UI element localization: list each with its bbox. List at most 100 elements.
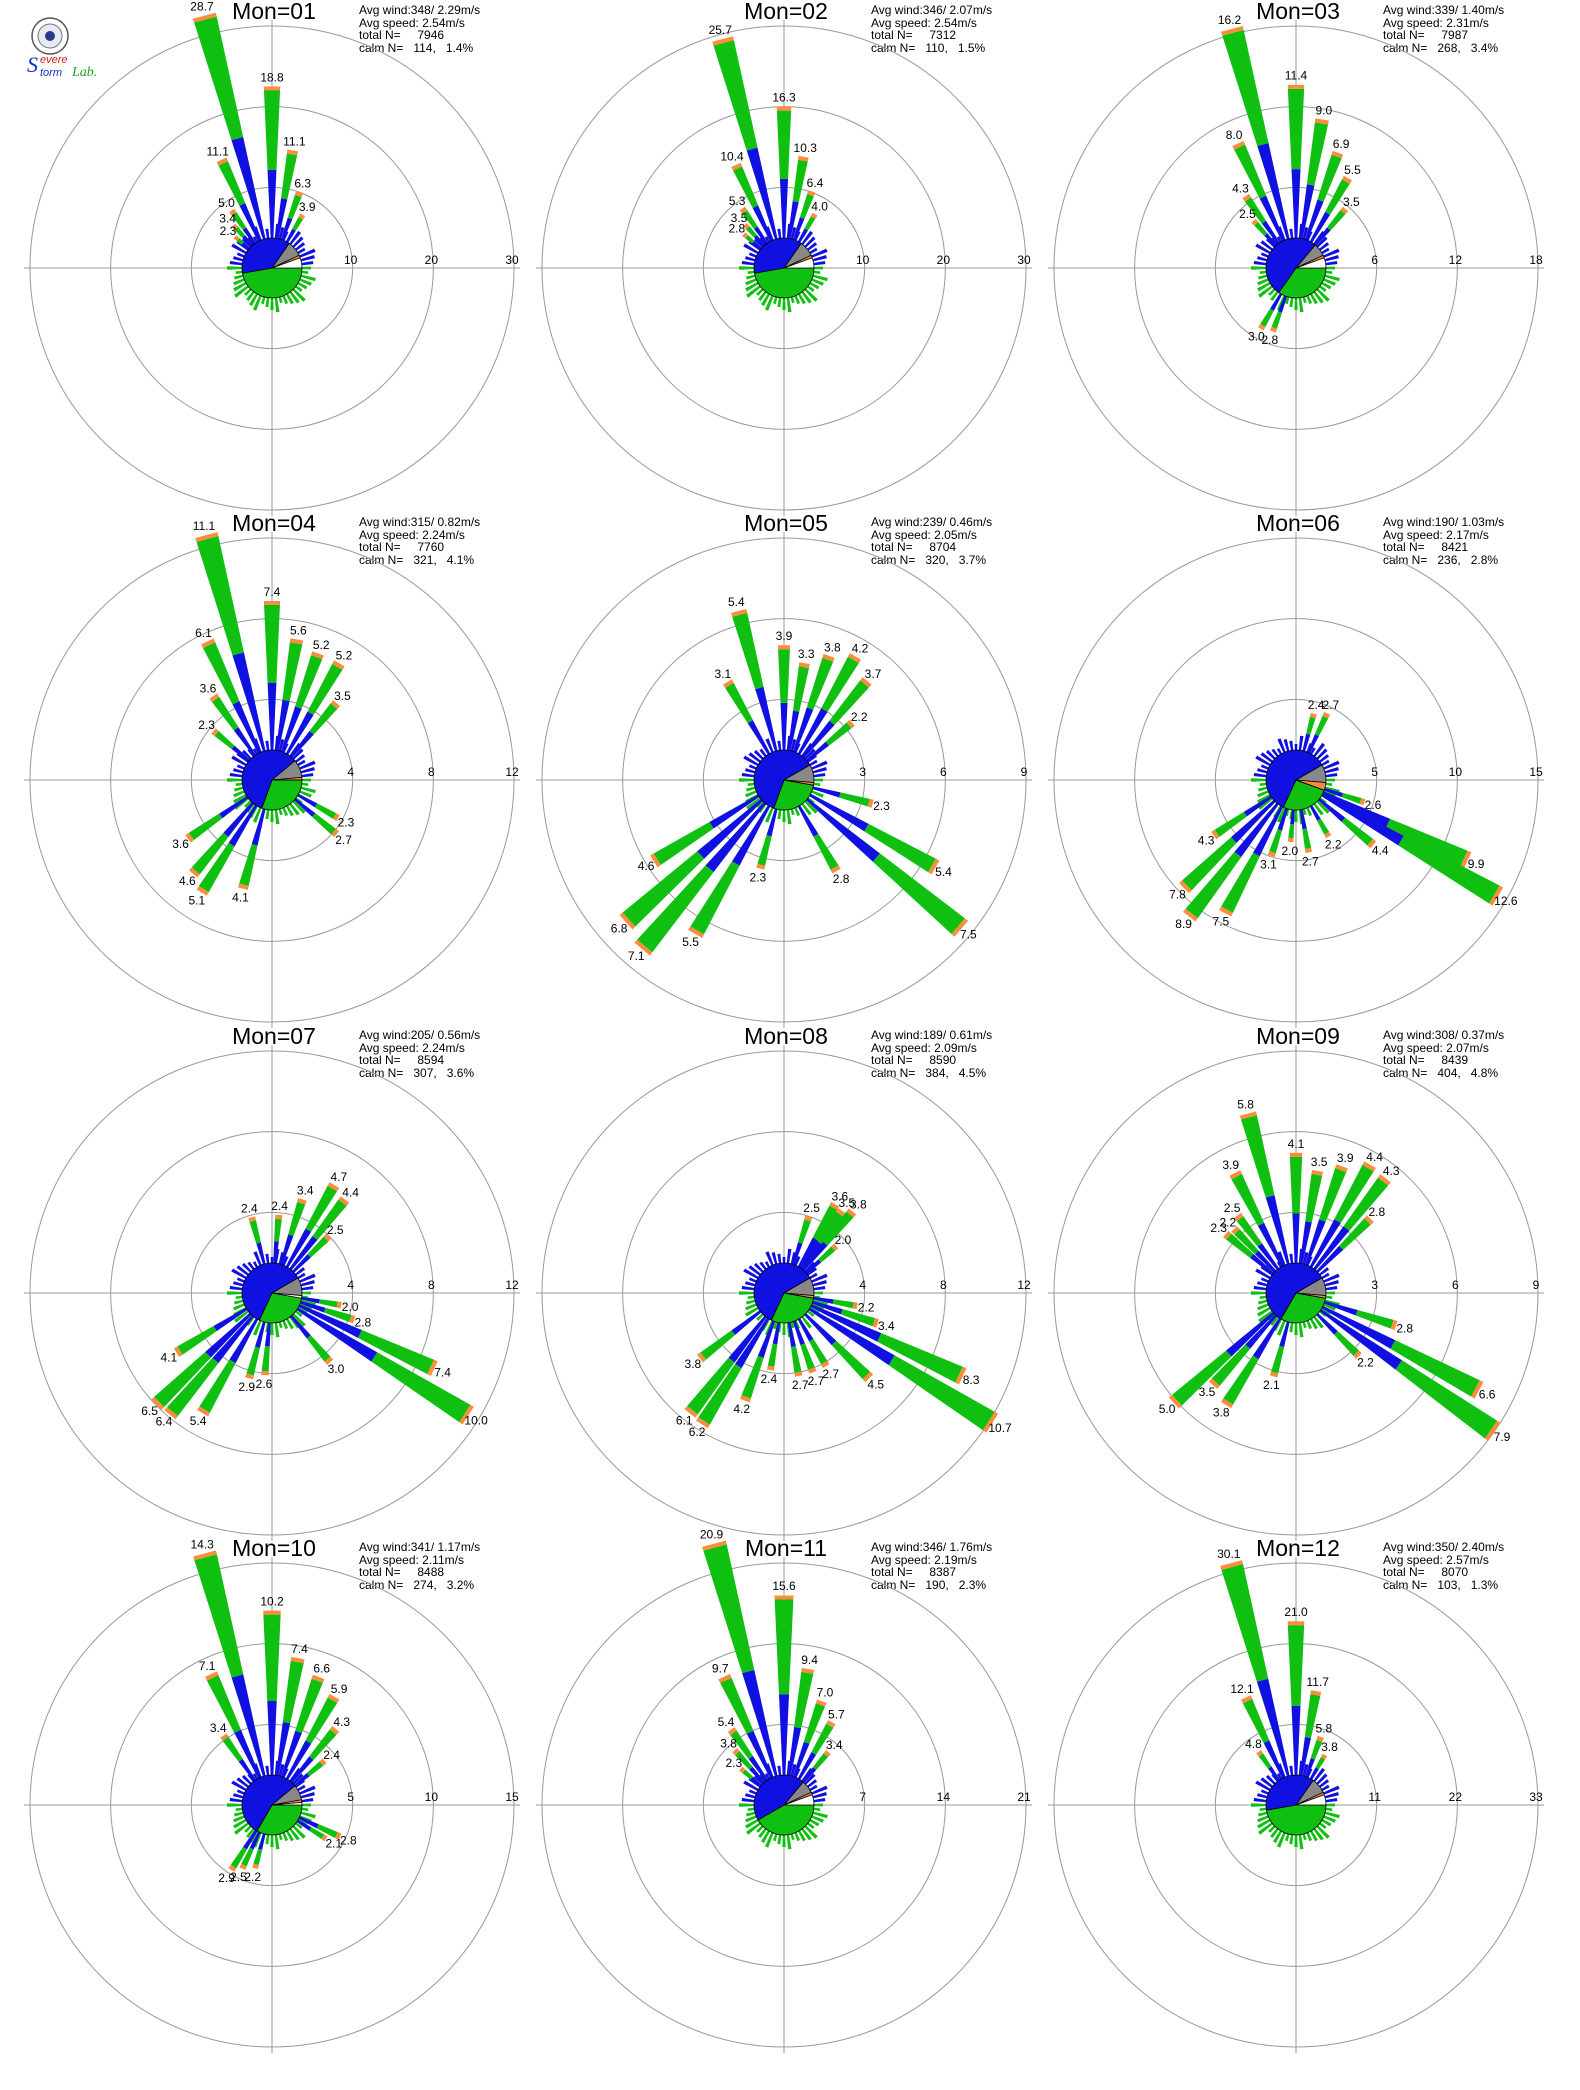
rose-plot: 10 20 30 28.7 18.8 11.1 11.1 5.0 6.3 3.9 3.42.3	[24, 0, 520, 516]
minor-bar	[790, 808, 795, 816]
bar-blue-segment	[1253, 805, 1284, 857]
minor-bar	[1289, 1253, 1294, 1264]
minor-bar	[782, 297, 786, 310]
minor-bar	[265, 1765, 270, 1776]
bar-orange-tip	[830, 865, 841, 874]
bar-green-segment	[767, 1343, 778, 1367]
minor-bar	[801, 1828, 812, 1841]
bar-blue-segment	[289, 1235, 318, 1271]
minor-bar	[807, 1779, 818, 1788]
bar-blue-segment	[1279, 1321, 1290, 1348]
bar-value-label: 2.2	[1325, 838, 1342, 852]
bar-value-label: 5.4	[190, 1414, 207, 1428]
minor-bar	[1276, 748, 1283, 755]
minor-bar	[1321, 1818, 1332, 1827]
stats-line: Avg wind:346/ 1.76m/s	[871, 1540, 993, 1554]
bar-green-segment	[1341, 817, 1374, 846]
bar-orange-tip	[732, 1747, 740, 1756]
bar-value-label: 3.1	[714, 667, 731, 681]
bar-value-label: 4.4	[1366, 1150, 1383, 1164]
bar-orange-tip	[1362, 1161, 1376, 1172]
bar-orange-tip	[1390, 1319, 1398, 1331]
bar-green-segment	[263, 1614, 281, 1702]
bar-green-segment	[1271, 1345, 1285, 1374]
ring-tick-label: 21	[1017, 1790, 1031, 1804]
stats-line: Avg wind:350/ 2.40m/s	[1383, 1540, 1505, 1554]
wind-stats: Avg wind:205/ 0.56m/s Avg speed: 2.24m/s t…	[359, 1029, 480, 1079]
bar-blue-segment	[1243, 795, 1272, 817]
bar-orange-tip	[245, 1373, 254, 1380]
minor-bar	[758, 291, 767, 302]
minor-bar	[804, 288, 818, 302]
bar-green-segment	[742, 209, 758, 229]
bar-blue-segment	[747, 720, 771, 755]
ring-tick-label: 20	[425, 253, 439, 267]
bar-orange-tip	[872, 1318, 880, 1328]
pie-blue	[753, 237, 802, 274]
bar-green-segment	[829, 680, 869, 725]
minor-bar	[292, 1825, 306, 1839]
stats-line: total N= 8070	[1383, 1565, 1469, 1579]
pie-calm	[783, 1292, 814, 1299]
bar-value-label: 3.5	[1343, 195, 1360, 209]
stats-line: total N= 8439	[1383, 1053, 1469, 1067]
bar-green-segment	[236, 237, 244, 245]
bar-orange-tip	[349, 1314, 356, 1324]
minor-bar	[297, 247, 306, 255]
minor-bar	[1294, 1834, 1298, 1847]
minor-bar	[235, 1295, 243, 1300]
bar-green-segment	[288, 1201, 306, 1237]
bar-value-label: 2.5	[327, 1223, 344, 1237]
bar-value-label: 2.7	[335, 833, 352, 847]
bar-orange-tip	[1220, 1560, 1244, 1570]
range-ring	[29, 1050, 515, 1536]
wind-stats: Avg wind:348/ 2.29m/s Avg speed: 2.54m/s t…	[359, 4, 480, 54]
minor-bar	[252, 1320, 262, 1336]
bar-value-label: 3.9	[1222, 1158, 1239, 1172]
bar-blue-segment	[296, 1819, 312, 1831]
stats-line: total N= 8387	[871, 1565, 957, 1579]
minor-bar	[1316, 236, 1328, 248]
minor-bar	[813, 778, 823, 782]
bar-blue-segment	[731, 805, 771, 866]
bar-green-segment	[1386, 818, 1468, 867]
minor-bar	[1289, 740, 1294, 751]
minor-bar	[234, 1310, 249, 1323]
minor-bar	[1260, 764, 1269, 770]
minor-bar	[746, 285, 761, 298]
bar-orange-tip	[286, 149, 299, 156]
bar-value-label: 10.4	[720, 150, 744, 164]
bar-green-segment	[292, 216, 303, 231]
bar-blue-segment	[1254, 1250, 1277, 1273]
bar-value-label: 3.3	[798, 647, 815, 661]
minor-bar	[1319, 1822, 1327, 1829]
ring-tick-label: 3	[859, 765, 866, 779]
bar-value-label: 2.4	[323, 1748, 340, 1762]
bar-green-segment	[214, 731, 235, 750]
bar-blue-segment	[290, 730, 314, 758]
minor-bar	[811, 790, 824, 798]
bar-orange-tip	[1340, 206, 1349, 215]
bar-orange-tip	[815, 1699, 827, 1707]
bar-value-label: 3.7	[865, 667, 882, 681]
bar-value-label: 2.5	[230, 1870, 247, 1884]
minor-bar	[1251, 1291, 1267, 1295]
minor-bar	[1259, 1295, 1267, 1300]
bar-value-label: 3.4	[878, 1319, 895, 1333]
bar-value-label: 14.3	[191, 1537, 215, 1551]
minor-bar	[756, 1825, 764, 1833]
minor-bar	[1257, 1811, 1268, 1817]
minor-bar	[1325, 1291, 1335, 1295]
bar-orange-tip	[634, 939, 653, 956]
minor-bar	[1251, 1803, 1267, 1807]
bar-value-label: 3.8	[1213, 1406, 1230, 1420]
minor-bar	[741, 260, 755, 266]
minor-bar	[1325, 1295, 1333, 1300]
bar-blue-segment	[297, 793, 318, 808]
minor-bar	[301, 270, 309, 275]
bar-green-segment	[202, 642, 240, 705]
bar-value-label: 4.3	[1198, 834, 1215, 848]
bar-orange-tip	[338, 1196, 350, 1206]
minor-bar	[739, 1803, 755, 1807]
bar-orange-tip	[823, 1750, 831, 1758]
